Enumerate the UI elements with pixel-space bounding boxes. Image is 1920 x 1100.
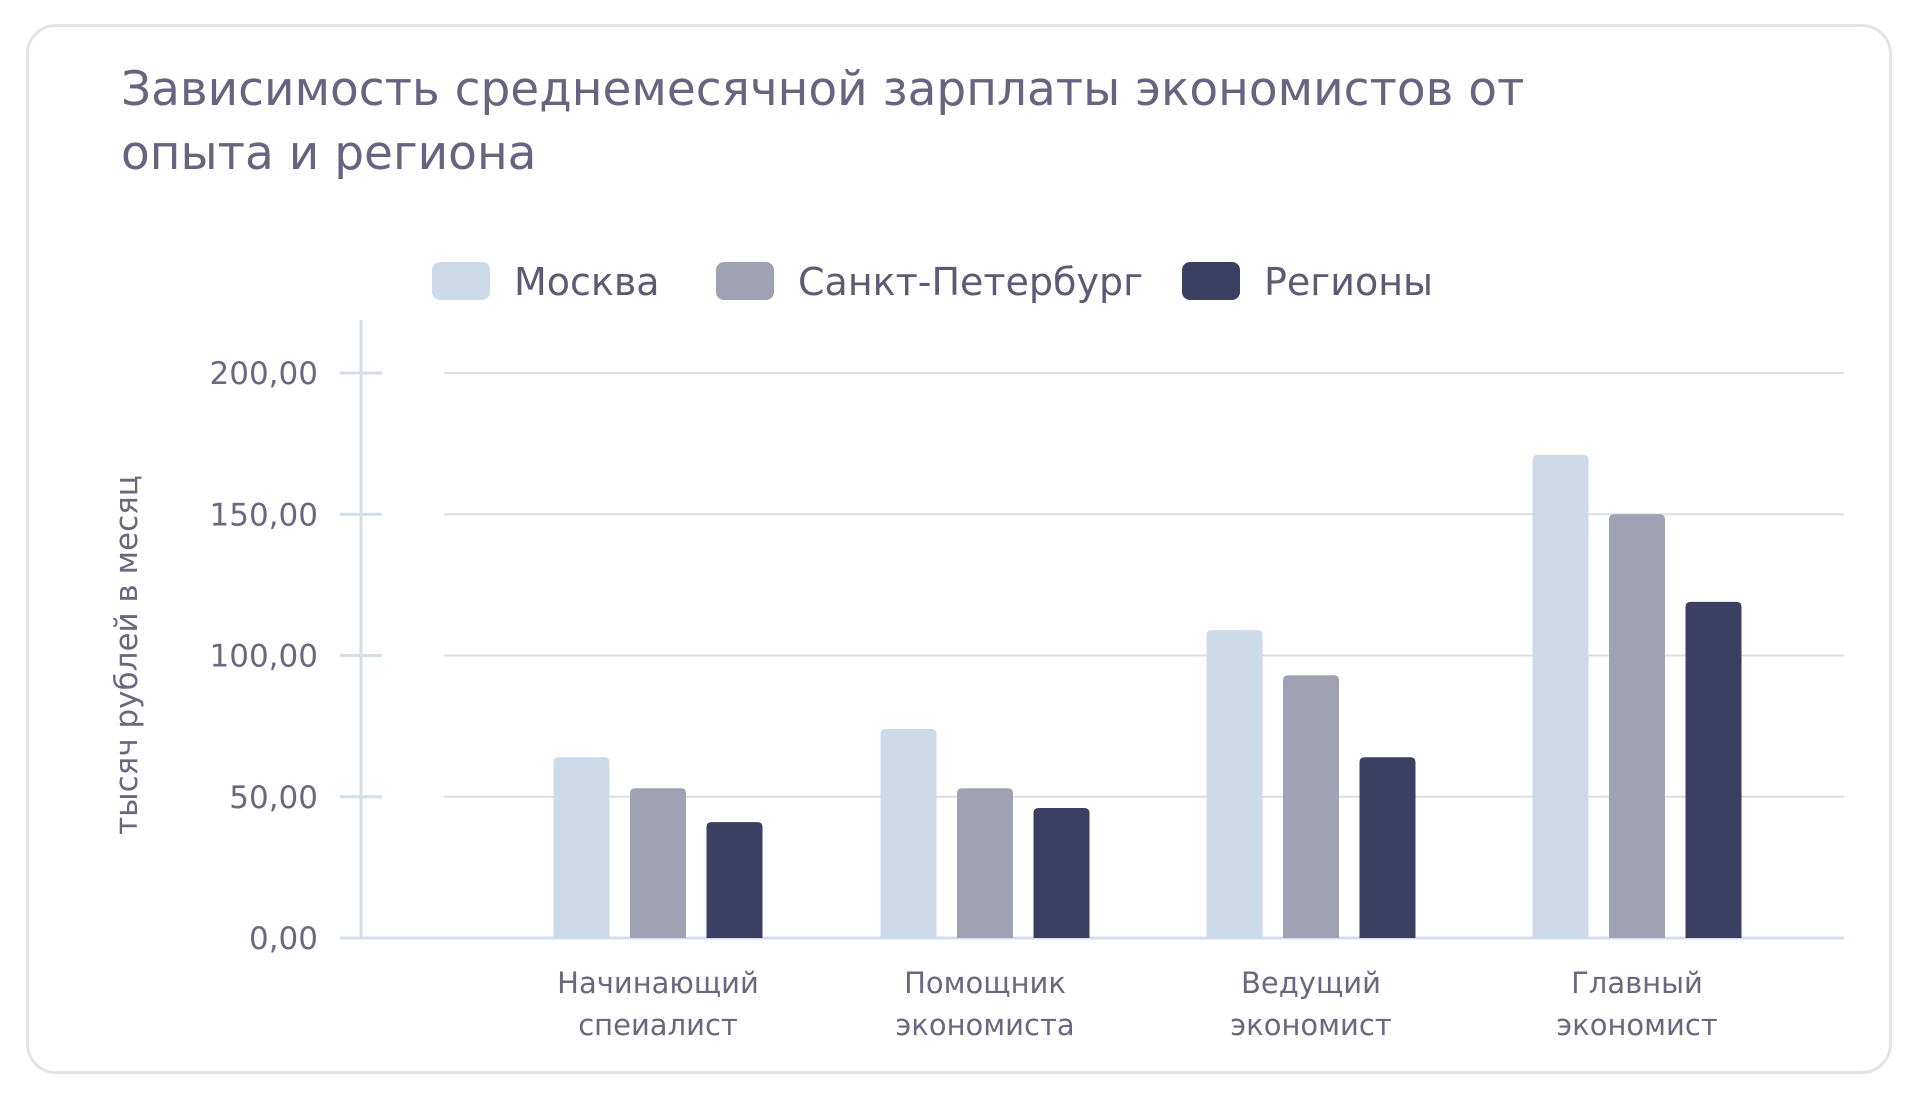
y-tick-label: 200,00 xyxy=(210,356,318,392)
legend-label: Москва xyxy=(514,260,660,304)
bar xyxy=(1609,514,1665,938)
y-axis-label: тысяч рублей в месяц xyxy=(109,475,145,835)
legend-item: Москва xyxy=(432,260,660,304)
legend-swatch xyxy=(1182,262,1240,300)
y-tick-label: 100,00 xyxy=(210,639,318,675)
legend-swatch xyxy=(432,262,490,300)
x-category-label: экономиста xyxy=(895,1008,1074,1042)
x-category-label: Ведущий xyxy=(1241,966,1381,1000)
bar xyxy=(630,788,686,938)
chart-title: Зависимость среднемесячной зарплаты экон… xyxy=(121,62,1524,181)
x-category-label: экономист xyxy=(1230,1008,1392,1042)
bar xyxy=(1033,808,1090,938)
bar xyxy=(1283,675,1339,938)
y-tick-label: 50,00 xyxy=(229,780,318,816)
bar xyxy=(1685,601,1742,938)
bar xyxy=(1206,630,1263,938)
chart-title-line: опыта и региона xyxy=(121,126,536,181)
y-tick-label: 150,00 xyxy=(210,497,318,533)
legend-swatch xyxy=(716,262,774,300)
legend-label: Регионы xyxy=(1264,260,1433,304)
legend-label: Санкт-Петербург xyxy=(798,260,1143,304)
x-category-label: Начинающий xyxy=(557,966,759,1000)
bar xyxy=(1532,454,1589,938)
category-labels: Начинающий спеиалист Помощник экономиста Вед… xyxy=(557,966,1718,1042)
bar xyxy=(1359,757,1416,938)
chart-title-line: Зависимость среднемесячной зарплаты экон… xyxy=(121,62,1524,117)
legend-item: Регионы xyxy=(1182,260,1433,304)
x-category-label: экономист xyxy=(1556,1008,1718,1042)
x-category-label: спеиалист xyxy=(578,1008,738,1042)
y-tick-labels: 0,00 50,00 100,00 150,00 200,00 xyxy=(210,356,318,957)
legend: Москва Санкт-Петербург Регионы xyxy=(432,260,1433,304)
bar xyxy=(706,822,763,938)
x-category-label: Главный xyxy=(1571,966,1703,1000)
bar xyxy=(957,788,1013,938)
bars xyxy=(553,454,1742,938)
x-category-label: Помощник xyxy=(904,966,1066,1000)
legend-item: Санкт-Петербург xyxy=(716,260,1143,304)
bar xyxy=(880,728,937,938)
y-tick-label: 0,00 xyxy=(249,921,318,957)
bar xyxy=(553,757,610,938)
